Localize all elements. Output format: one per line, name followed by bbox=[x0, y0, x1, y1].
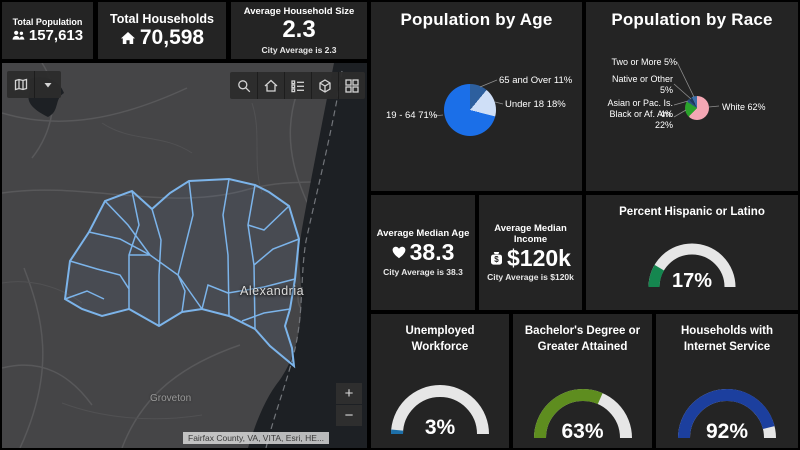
pie-label: Asian or Pac. Is. 4% bbox=[607, 98, 673, 119]
zoom-in-button[interactable]: + bbox=[336, 383, 362, 404]
house-icon bbox=[120, 31, 135, 44]
gauge-panel-hispanic: Percent Hispanic or Latino 17% bbox=[586, 195, 798, 310]
gauge-value: 17% bbox=[671, 270, 713, 292]
gauge-unemployed: 3% bbox=[386, 376, 494, 438]
boundary-dashed-line bbox=[265, 70, 343, 448]
stat-card-total-population: Total Population 157,613 bbox=[2, 2, 93, 59]
gauge-arc bbox=[678, 389, 776, 439]
pie-label: 65 and Over 11% bbox=[499, 75, 573, 86]
stat-title: Total Population bbox=[12, 17, 83, 28]
map-tool-button[interactable] bbox=[7, 71, 34, 98]
basemap[interactable] bbox=[2, 63, 367, 448]
layers-button[interactable] bbox=[311, 72, 338, 99]
layers-icon bbox=[319, 78, 331, 93]
legend-icon bbox=[291, 79, 304, 92]
home-icon bbox=[264, 79, 278, 92]
home-button[interactable] bbox=[257, 72, 284, 99]
gauge-value: 3% bbox=[424, 416, 456, 439]
stat-card-median-income: Average Median Income $ $120k City Avera… bbox=[479, 195, 582, 310]
gauge-panel-unemployed: Unemployed Workforce 3% bbox=[371, 314, 509, 448]
gauge-bachelors: 63% bbox=[529, 380, 637, 442]
chart-panel-population-by-race: Population by Race Two or More 5% Native… bbox=[586, 2, 798, 191]
stat-card-median-age: Average Median Age 38.3 City Average is … bbox=[371, 195, 475, 310]
pie-label: Native or Other 5% bbox=[611, 74, 673, 95]
pie-label: White 62% bbox=[722, 102, 766, 112]
map-zoom-controls: + − bbox=[336, 383, 362, 426]
stat-card-total-households: Total Households 70,598 bbox=[98, 2, 226, 59]
gauge-title: Bachelor's Degree or Greater Attained bbox=[524, 325, 641, 354]
money-bag-icon: $ bbox=[491, 251, 503, 265]
gauge-panel-internet: Households with Internet Service 92% bbox=[656, 314, 798, 448]
chart-panel-population-by-age: Population by Age 65 and Over 11% Under … bbox=[371, 2, 582, 191]
stat-title: Average Median Age bbox=[376, 228, 470, 240]
stat-subtitle: City Average is 2.3 bbox=[261, 44, 337, 55]
stat-value: 38.3 bbox=[409, 239, 455, 266]
stat-subtitle: City Average is 38.3 bbox=[383, 266, 463, 277]
map-panel[interactable]: Alexandria Groveton bbox=[2, 63, 367, 448]
gauge-title: Percent Hispanic or Latino bbox=[619, 206, 765, 218]
svg-text:$: $ bbox=[494, 255, 499, 264]
gauge-title: Households with Internet Service bbox=[681, 325, 773, 354]
stat-card-avg-household-size: Average Household Size 2.3 City Average … bbox=[231, 2, 367, 59]
river-water bbox=[248, 63, 367, 448]
pie-chart-race[interactable] bbox=[685, 96, 709, 120]
legend-button[interactable] bbox=[284, 72, 311, 99]
stat-value: $120k bbox=[507, 244, 571, 271]
map-tool-icon bbox=[14, 78, 27, 90]
map-attribution: Fairfax County, VA, VITA, Esri, HE... bbox=[183, 432, 330, 444]
collapse-toolbar-button[interactable] bbox=[34, 71, 61, 98]
stat-title: Average Household Size bbox=[243, 6, 355, 18]
chart-title: Population by Age bbox=[400, 10, 553, 29]
zoom-out-button[interactable]: − bbox=[336, 405, 362, 426]
basemap-grid-icon bbox=[345, 78, 359, 93]
pie-label: 19 - 64 71% bbox=[386, 110, 438, 121]
chart-title: Population by Race bbox=[611, 10, 773, 29]
gauge-title: Unemployed Workforce bbox=[405, 325, 475, 354]
pie-chart-age[interactable] bbox=[444, 84, 496, 136]
people-icon bbox=[12, 30, 25, 40]
search-button[interactable] bbox=[230, 72, 257, 99]
search-icon bbox=[237, 79, 250, 92]
map-toolbar-right bbox=[230, 72, 365, 99]
gauge-panel-bachelors: Bachelor's Degree or Greater Attained 63… bbox=[513, 314, 652, 448]
pie-label: Two or More 5% bbox=[611, 57, 677, 67]
pie-label: Black or Af. Am. 22% bbox=[609, 109, 673, 130]
stat-value: 157,613 bbox=[28, 27, 84, 45]
heart-icon bbox=[392, 246, 406, 259]
census-tract-outlines bbox=[63, 177, 301, 369]
gauge-arc bbox=[648, 243, 736, 288]
gauge-value: 63% bbox=[561, 420, 604, 443]
gauge-hispanic: 17% bbox=[644, 235, 740, 291]
map-toolbar-left bbox=[7, 71, 61, 98]
stat-title: Average Median Income bbox=[494, 222, 567, 245]
gauge-value: 92% bbox=[705, 420, 749, 443]
gauge-arc bbox=[391, 385, 489, 435]
gauge-arc bbox=[533, 389, 632, 439]
basemap-button[interactable] bbox=[338, 72, 365, 99]
chevron-down-icon bbox=[44, 82, 52, 87]
gauge-internet: 92% bbox=[673, 380, 781, 442]
pie-label: Under 18 18% bbox=[505, 99, 566, 110]
stat-value: 70,598 bbox=[139, 25, 205, 49]
stat-value: 2.3 bbox=[282, 16, 316, 44]
stat-title: Total Households bbox=[110, 11, 214, 26]
stat-subtitle: City Average is $120k bbox=[487, 272, 574, 283]
